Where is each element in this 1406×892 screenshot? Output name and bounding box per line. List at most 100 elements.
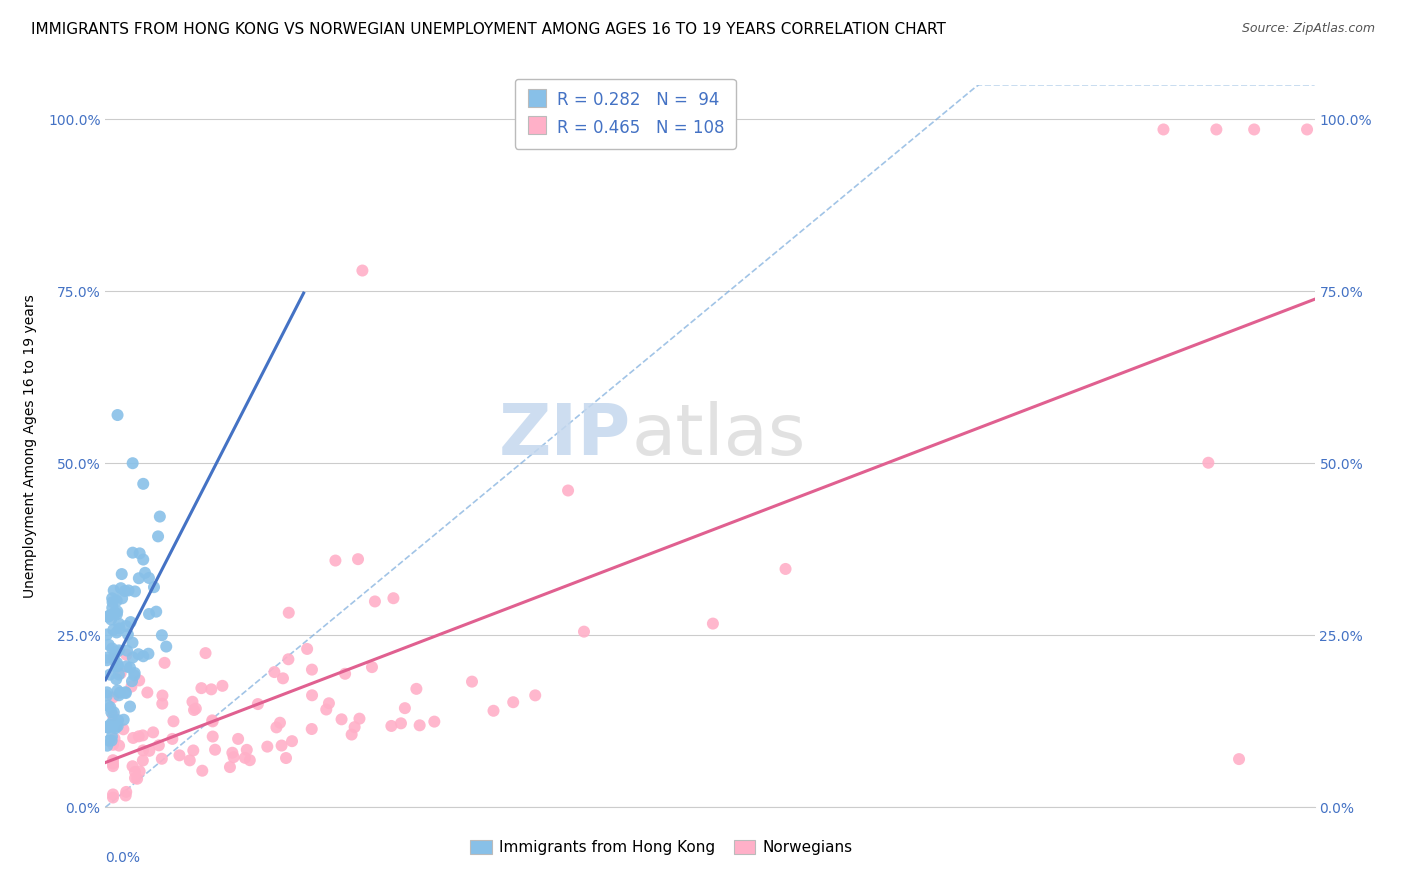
Point: [108, 688, 131, 702]
Point: [103, 706, 125, 720]
Point: [97, 609, 120, 624]
Point: [347, 552, 370, 566]
Point: [120, 680, 142, 694]
Point: [115, 619, 138, 633]
Text: IMMIGRANTS FROM HONG KONG VS NORWEGIAN UNEMPLOYMENT AMONG AGES 16 TO 19 YEARS CO: IMMIGRANTS FROM HONG KONG VS NORWEGIAN U…: [31, 22, 946, 37]
Point: [118, 660, 141, 674]
Point: [138, 607, 160, 621]
Point: [277, 606, 299, 620]
Point: [142, 725, 165, 739]
Point: [1205, 122, 1227, 136]
Text: ZIP: ZIP: [499, 401, 631, 470]
Point: [162, 731, 184, 746]
Point: [236, 743, 259, 757]
Point: [107, 408, 129, 422]
Point: [101, 714, 124, 728]
Point: [190, 681, 212, 695]
Point: [101, 788, 124, 802]
Point: [101, 790, 124, 805]
Point: [138, 744, 160, 758]
Point: [114, 584, 136, 599]
Point: [145, 605, 167, 619]
Point: [361, 660, 384, 674]
Point: [97, 698, 120, 713]
Point: [115, 643, 138, 657]
Point: [132, 728, 155, 742]
Point: [315, 702, 337, 716]
Point: [482, 704, 505, 718]
Point: [101, 759, 124, 773]
Point: [301, 663, 323, 677]
Point: [101, 753, 124, 767]
Point: [277, 652, 299, 666]
Point: [115, 785, 138, 799]
Point: [295, 642, 318, 657]
Point: [98, 717, 121, 731]
Point: [150, 697, 173, 711]
Point: [121, 546, 143, 560]
Point: [221, 746, 243, 760]
Point: [775, 562, 797, 576]
Point: [191, 764, 214, 778]
Point: [105, 594, 128, 608]
Point: [405, 681, 427, 696]
Point: [124, 771, 146, 785]
Point: [270, 739, 292, 753]
Point: [121, 456, 143, 470]
Text: atlas: atlas: [631, 401, 806, 470]
Point: [389, 716, 412, 731]
Point: [702, 616, 724, 631]
Y-axis label: Unemployment Among Ages 16 to 19 years: Unemployment Among Ages 16 to 19 years: [22, 294, 37, 598]
Point: [96, 650, 118, 665]
Point: [380, 719, 402, 733]
Point: [301, 688, 323, 702]
Point: [96, 653, 118, 667]
Point: [162, 714, 184, 729]
Point: [124, 668, 146, 682]
Point: [318, 696, 340, 710]
Point: [101, 600, 124, 615]
Point: [226, 731, 249, 746]
Point: [124, 764, 146, 779]
Point: [382, 591, 405, 606]
Point: [557, 483, 579, 498]
Point: [1153, 122, 1175, 136]
Point: [183, 703, 205, 717]
Point: [149, 509, 172, 524]
Point: [179, 753, 201, 767]
Point: [132, 754, 155, 768]
Point: [124, 584, 146, 599]
Point: [101, 641, 124, 656]
Point: [124, 666, 146, 681]
Point: [101, 595, 124, 609]
Point: [132, 552, 155, 566]
Point: [107, 683, 129, 698]
Point: [104, 719, 127, 733]
Point: [105, 604, 128, 618]
Point: [101, 591, 124, 606]
Point: [138, 571, 160, 585]
Point: [246, 697, 269, 711]
Point: [104, 721, 127, 735]
Text: 0.0%: 0.0%: [105, 851, 141, 864]
Point: [256, 739, 278, 754]
Point: [98, 608, 121, 623]
Point: [115, 659, 138, 673]
Point: [105, 672, 128, 686]
Point: [1296, 122, 1319, 136]
Point: [333, 666, 356, 681]
Point: [128, 546, 150, 560]
Point: [169, 748, 191, 763]
Point: [340, 727, 363, 741]
Point: [105, 645, 128, 659]
Point: [325, 553, 347, 567]
Point: [153, 656, 176, 670]
Point: [219, 760, 242, 774]
Point: [96, 685, 118, 699]
Point: [103, 650, 125, 665]
Point: [108, 622, 131, 636]
Point: [98, 733, 121, 747]
Text: Source: ZipAtlas.com: Source: ZipAtlas.com: [1241, 22, 1375, 36]
Point: [502, 695, 524, 709]
Point: [101, 738, 124, 752]
